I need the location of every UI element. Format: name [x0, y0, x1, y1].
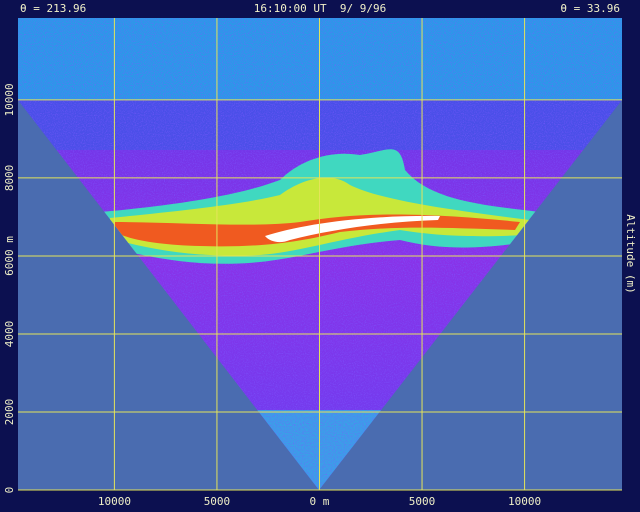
x-tick-label: 5000 — [204, 495, 231, 508]
y-tick-label: 4000 — [3, 321, 16, 348]
chart-title: 16:10:00 UT 9/ 9/96 — [254, 2, 386, 15]
x-tick-label: 10000 — [508, 495, 541, 508]
x-tick-label: 10000 — [98, 495, 131, 508]
x-tick-label: 0 m — [310, 495, 330, 508]
left-annotation: θ = 213.96 — [20, 2, 86, 15]
scan-image — [18, 18, 622, 490]
right-annotation: θ = 33.96 — [560, 2, 620, 15]
y-tick-label: 6000 m — [3, 236, 16, 276]
y-tick-label: 8000 — [3, 165, 16, 192]
y-tick-label: 10000 — [3, 83, 16, 116]
y-axis-label: Altitude (m) — [624, 214, 637, 293]
x-tick-label: 5000 — [409, 495, 436, 508]
y-tick-label: 0 — [3, 487, 16, 494]
y-tick-label: 2000 — [3, 399, 16, 426]
